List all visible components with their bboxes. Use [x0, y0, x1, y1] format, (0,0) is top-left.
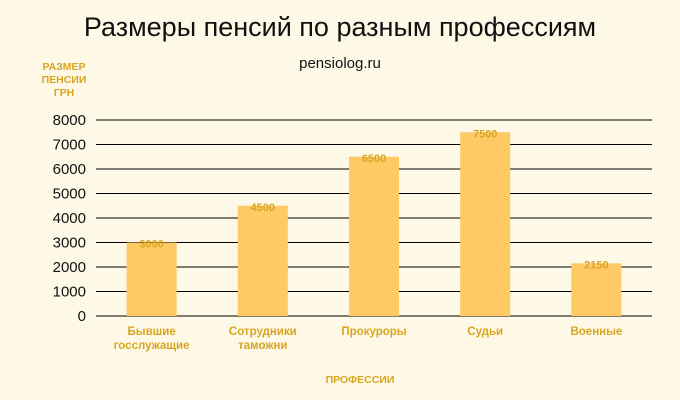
y-tick-label: 8000 [53, 112, 86, 129]
x-tick-label: Прокуроры [341, 326, 406, 338]
y-tick-label: 1000 [53, 284, 86, 301]
x-axis-label: ПРОФЕССИИ [326, 374, 395, 386]
bar [126, 242, 177, 316]
bar [460, 132, 511, 316]
data-label: 3000 [139, 239, 163, 251]
y-tick-label: 4000 [53, 210, 86, 227]
y-tick-label: 0 [78, 308, 86, 325]
x-tick-label: Бывшие [127, 326, 175, 338]
data-label: 7500 [473, 128, 497, 140]
chart-subtitle: pensiolog.ru [299, 55, 381, 72]
y-tick-label: 7000 [53, 137, 86, 154]
y-axis-label-line-1: РАЗМЕР [43, 61, 86, 73]
x-tick-label: Сотрудники [229, 326, 297, 338]
y-axis-label-line-3: ГРН [54, 87, 75, 99]
y-tick-label: 5000 [53, 186, 86, 203]
bar [571, 263, 622, 316]
data-labels: 3000 4500 6500 7500 2150 [139, 128, 608, 271]
chart-title: Размеры пенсий по разным профессиям [84, 12, 596, 42]
y-axis-label-line-2: ПЕНСИИ [42, 74, 87, 86]
bar [349, 156, 399, 316]
y-tick-label: 6000 [53, 161, 86, 178]
bars [126, 132, 622, 316]
x-tick-label: таможни [238, 340, 287, 352]
y-tick-labels: 0 1000 2000 3000 4000 5000 6000 7000 8000 [53, 112, 86, 325]
data-label: 6500 [362, 153, 386, 165]
data-label: 4500 [251, 202, 275, 214]
y-tick-label: 3000 [53, 235, 86, 252]
x-tick-label: Судьи [467, 326, 503, 338]
x-tick-label: госслужащие [114, 340, 190, 352]
x-tick-label: Военные [570, 326, 622, 338]
data-label: 2150 [584, 259, 608, 271]
x-tick-labels: Бывшие госслужащие Сотрудники таможни Прокур… [114, 326, 623, 352]
y-tick-label: 2000 [53, 259, 86, 276]
bar [237, 205, 288, 316]
